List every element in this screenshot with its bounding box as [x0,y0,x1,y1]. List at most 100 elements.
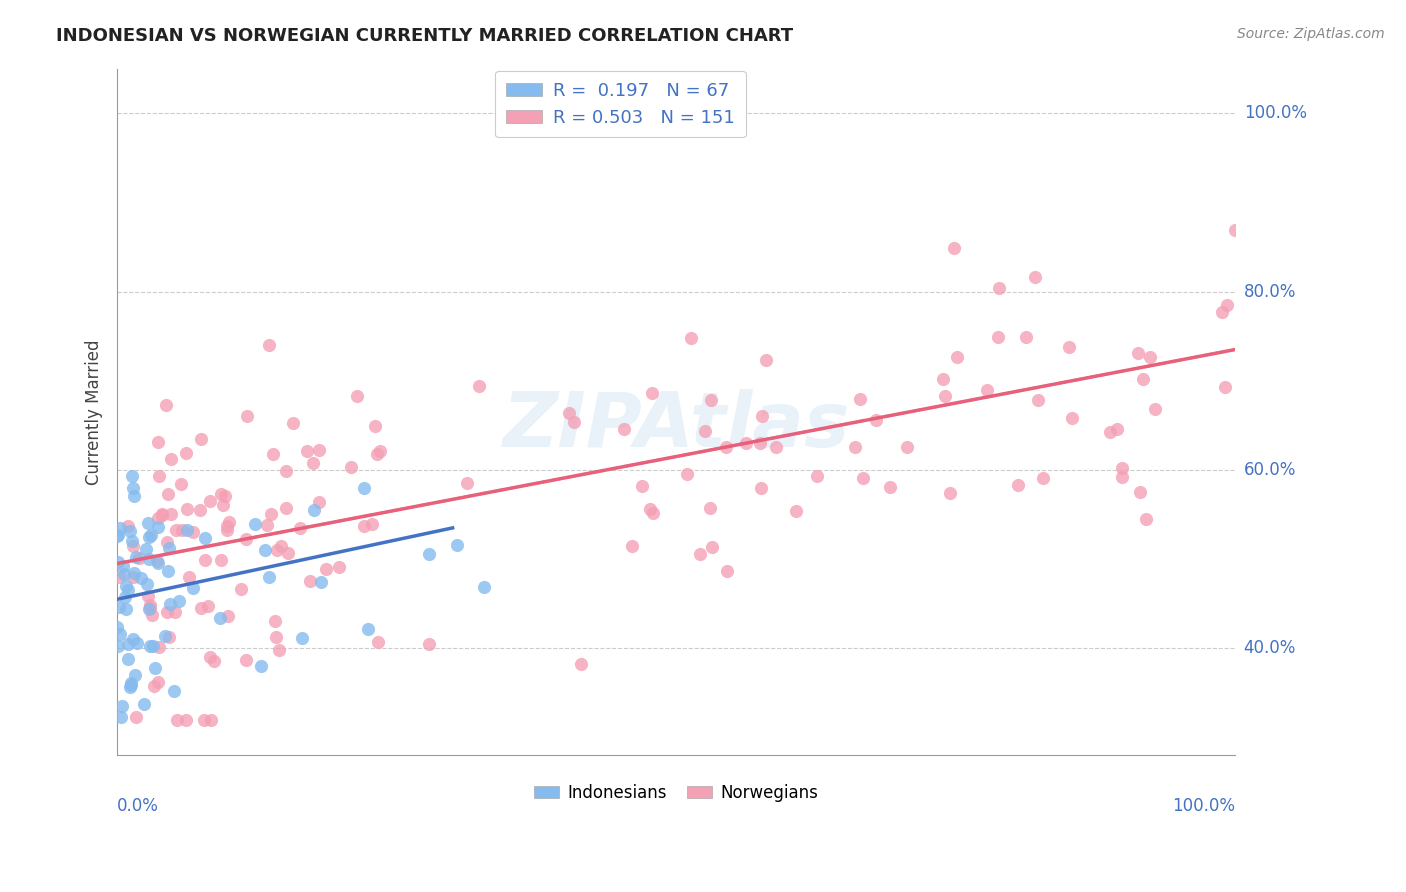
Point [110,521,132,535]
Point [155,629,177,643]
Point [122,632,145,647]
Point [111,558,134,573]
Point [235,653,257,667]
Point [749,481,772,495]
Text: INDONESIAN VS NORWEGIAN CURRENTLY MARRIED CORRELATION CHART: INDONESIAN VS NORWEGIAN CURRENTLY MARRIE… [56,27,793,45]
Point [298,574,321,588]
Point [1135,512,1157,526]
Point [1014,329,1036,343]
Point [1129,485,1152,500]
Point [1128,345,1150,359]
Point [138,600,160,615]
Point [277,546,299,560]
Point [267,642,290,657]
Point [108,627,131,641]
Text: 100.0%: 100.0% [1173,797,1236,814]
Point [641,506,664,520]
Point [689,548,711,562]
Point [257,338,280,352]
Point [107,639,129,653]
Point [117,583,139,598]
Point [107,529,129,543]
Point [120,680,142,694]
Point [156,487,179,501]
Point [1223,223,1246,237]
Point [932,372,955,386]
Point [735,436,758,450]
Point [229,582,252,596]
Point [695,425,717,439]
Point [138,551,160,566]
Point [122,566,145,581]
Point [200,713,222,727]
Point [367,634,389,648]
Point [143,661,166,675]
Point [291,631,314,645]
Point [141,528,163,542]
Point [716,564,738,578]
Point [138,590,160,604]
Point [135,542,157,557]
Point [446,538,468,552]
Point [641,386,664,401]
Point [217,609,239,624]
Point [202,654,225,668]
Point [122,481,145,495]
Point [896,440,918,454]
Point [1098,425,1121,439]
Point [253,543,276,558]
Point [212,498,235,512]
Point [136,577,159,591]
Point [174,446,197,460]
Point [939,486,962,500]
Point [844,440,866,454]
Point [308,442,330,457]
Text: ZIPAtlas: ZIPAtlas [502,389,851,463]
Point [146,435,169,450]
Point [852,471,875,485]
Point [276,500,298,515]
Point [943,241,966,255]
Point [260,508,283,522]
Point [613,422,636,436]
Point [107,570,129,584]
Point [785,504,807,518]
Point [1060,411,1083,425]
Point [288,521,311,535]
Point [112,566,135,581]
Point [118,524,141,538]
Point [1032,471,1054,485]
Y-axis label: Currently Married: Currently Married [86,339,103,484]
Point [125,710,148,724]
Point [114,601,136,615]
Point [946,350,969,364]
Point [209,487,232,501]
Point [1111,470,1133,484]
Point [716,440,738,454]
Point [1026,392,1049,407]
Point [197,599,219,613]
Point [117,637,139,651]
Point [340,459,363,474]
Point [1105,422,1128,436]
Point [170,477,193,491]
Point [139,639,162,653]
Point [748,436,770,450]
Point [107,555,129,569]
Point [281,417,304,431]
Point [141,607,163,622]
Text: 60.0%: 60.0% [1244,461,1296,479]
Point [1213,380,1236,394]
Point [257,570,280,584]
Point [308,495,330,509]
Point [194,552,217,566]
Point [190,601,212,615]
Point [353,518,375,533]
Point [148,674,170,689]
Point [235,533,257,547]
Point [165,605,187,619]
Point [263,614,285,628]
Point [366,447,388,461]
Point [467,379,489,393]
Point [111,698,134,713]
